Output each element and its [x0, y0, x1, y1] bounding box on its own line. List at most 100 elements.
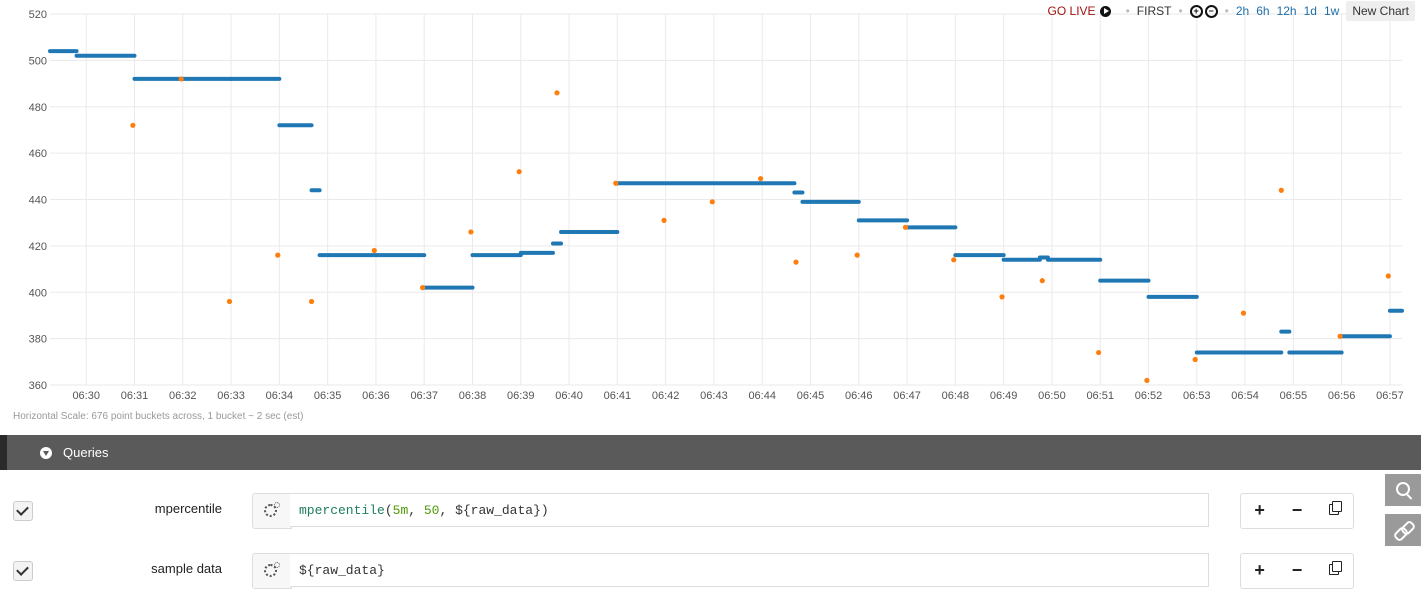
separator-dot: •: [1224, 4, 1229, 18]
sample-data-point: [178, 76, 184, 82]
x-tick-label: 06:54: [1231, 390, 1259, 402]
query-enabled-checkbox[interactable]: [13, 561, 33, 581]
remove-query-button[interactable]: −: [1291, 500, 1303, 520]
x-tick-label: 06:30: [72, 390, 100, 402]
x-tick-label: 06:56: [1328, 390, 1356, 402]
zoom-out-icon[interactable]: −: [1204, 4, 1218, 18]
copy-query-icon[interactable]: [1316, 554, 1353, 588]
x-tick-label: 06:34: [266, 390, 294, 402]
range-1w[interactable]: 1w: [1323, 4, 1340, 18]
query-enabled-checkbox[interactable]: [13, 501, 33, 521]
zoom-controls: + −: [1189, 4, 1218, 18]
x-tick-label: 06:44: [748, 390, 776, 402]
query-expression-input[interactable]: ${raw_data}: [290, 553, 1209, 587]
query-separator: ,: [408, 503, 424, 518]
search-button[interactable]: [1385, 474, 1421, 506]
query-close-paren: ): [540, 503, 549, 518]
sample-data-point: [613, 180, 619, 186]
x-tick-label: 06:40: [555, 390, 583, 402]
query-function: mpercentile: [299, 503, 385, 518]
sample-data-point: [468, 229, 474, 235]
queries-header[interactable]: Queries: [0, 435, 1421, 470]
sample-data-point: [758, 176, 764, 182]
x-tick-label: 06:47: [893, 390, 921, 402]
first-button[interactable]: FIRST: [1136, 4, 1172, 18]
x-tick-label: 06:41: [604, 390, 632, 402]
range-12h[interactable]: 12h: [1276, 4, 1297, 18]
collapse-caret-icon[interactable]: [40, 447, 52, 459]
x-tick-label: 06:33: [217, 390, 245, 402]
x-tick-label: 06:53: [1183, 390, 1211, 402]
sample-data-point: [709, 199, 715, 205]
y-tick-label: 420: [29, 241, 47, 253]
separator-dot: •: [1178, 4, 1183, 18]
y-tick-label: 400: [29, 287, 47, 299]
x-tick-label: 06:39: [507, 390, 535, 402]
x-tick-label: 06:57: [1376, 390, 1404, 402]
range-2h[interactable]: 2h: [1235, 4, 1250, 18]
chart-toolbar: GO LIVE • FIRST • + − • 2h 6h 12h 1d 1w …: [1048, 0, 1421, 22]
x-tick-label: 06:55: [1280, 390, 1308, 402]
sample-data-point: [275, 252, 281, 258]
range-1d[interactable]: 1d: [1303, 4, 1317, 18]
x-tick-label: 06:49: [990, 390, 1018, 402]
sample-data-point: [951, 257, 957, 263]
chart[interactable]: 360 380 400 420 440 460 480 500 520 06:30 06:31 06:…: [0, 0, 1421, 410]
sample-data-point: [130, 122, 136, 128]
sample-data-point: [1039, 278, 1045, 284]
sample-data-point: [1240, 310, 1247, 316]
query-row: mpercentile mpercentile(5m, 50, ${raw_da…: [0, 493, 1421, 529]
sample-data-point: [308, 298, 315, 305]
x-tick-label: 06:36: [362, 390, 390, 402]
query-source-arg: ${raw_data}: [455, 503, 541, 518]
query-separator: ,: [439, 503, 456, 518]
play-icon[interactable]: [1099, 5, 1111, 17]
x-tick-label: 06:50: [1038, 390, 1066, 402]
header-accent: [0, 435, 7, 470]
x-tick-label: 06:46: [845, 390, 873, 402]
query-name[interactable]: mpercentile: [154, 501, 222, 516]
zoom-in-icon[interactable]: +: [1189, 4, 1203, 18]
sample-data-point: [854, 252, 860, 258]
x-tick-label: 06:31: [121, 390, 149, 402]
add-query-button[interactable]: +: [1254, 560, 1265, 580]
sample-data-point: [661, 217, 667, 223]
x-tick-label: 06:43: [700, 390, 728, 402]
sample-data-point: [1144, 377, 1150, 383]
x-tick-label: 06:51: [1086, 390, 1114, 402]
query-open-paren: (: [384, 503, 393, 518]
queries-title: Queries: [63, 445, 109, 460]
remove-query-button[interactable]: −: [1291, 560, 1303, 580]
sample-data-point: [1192, 356, 1198, 363]
query-settings-gear-icon[interactable]: [252, 553, 292, 589]
add-query-button[interactable]: +: [1254, 500, 1265, 520]
sample-data-point: [1337, 333, 1343, 339]
x-tick-label: 06:52: [1135, 390, 1163, 402]
sample-data-point: [420, 285, 426, 291]
search-icon: [1396, 482, 1410, 496]
y-tick-label: 440: [29, 195, 47, 207]
sample-data-point: [226, 298, 233, 305]
sample-data-point: [999, 294, 1005, 300]
x-tick-label: 06:37: [410, 390, 438, 402]
link-button[interactable]: [1385, 514, 1421, 546]
query-settings-gear-icon[interactable]: [252, 493, 292, 529]
query-expression-input[interactable]: mpercentile(5m, 50, ${raw_data}): [290, 493, 1209, 527]
x-tick-label: 06:45: [797, 390, 825, 402]
sample-data-point: [554, 90, 560, 96]
query-name[interactable]: sample data: [151, 561, 222, 576]
sample-data-point: [902, 224, 909, 230]
horizontal-scale-note: Horizontal Scale: 676 point buckets acro…: [13, 411, 304, 422]
y-tick-label: 360: [29, 380, 47, 392]
y-tick-label: 500: [29, 55, 47, 67]
query-percentile-arg: 50: [423, 503, 440, 518]
sample-data-point: [1278, 187, 1284, 193]
x-tick-label: 06:35: [314, 390, 342, 402]
sample-data-point: [1385, 273, 1391, 279]
go-live-button[interactable]: GO LIVE: [1047, 4, 1096, 18]
range-6h[interactable]: 6h: [1256, 4, 1270, 18]
sample-data-point: [1096, 349, 1102, 356]
copy-query-icon[interactable]: [1316, 494, 1353, 528]
new-chart-button[interactable]: New Chart: [1346, 1, 1415, 21]
sample-data-point: [371, 247, 377, 254]
